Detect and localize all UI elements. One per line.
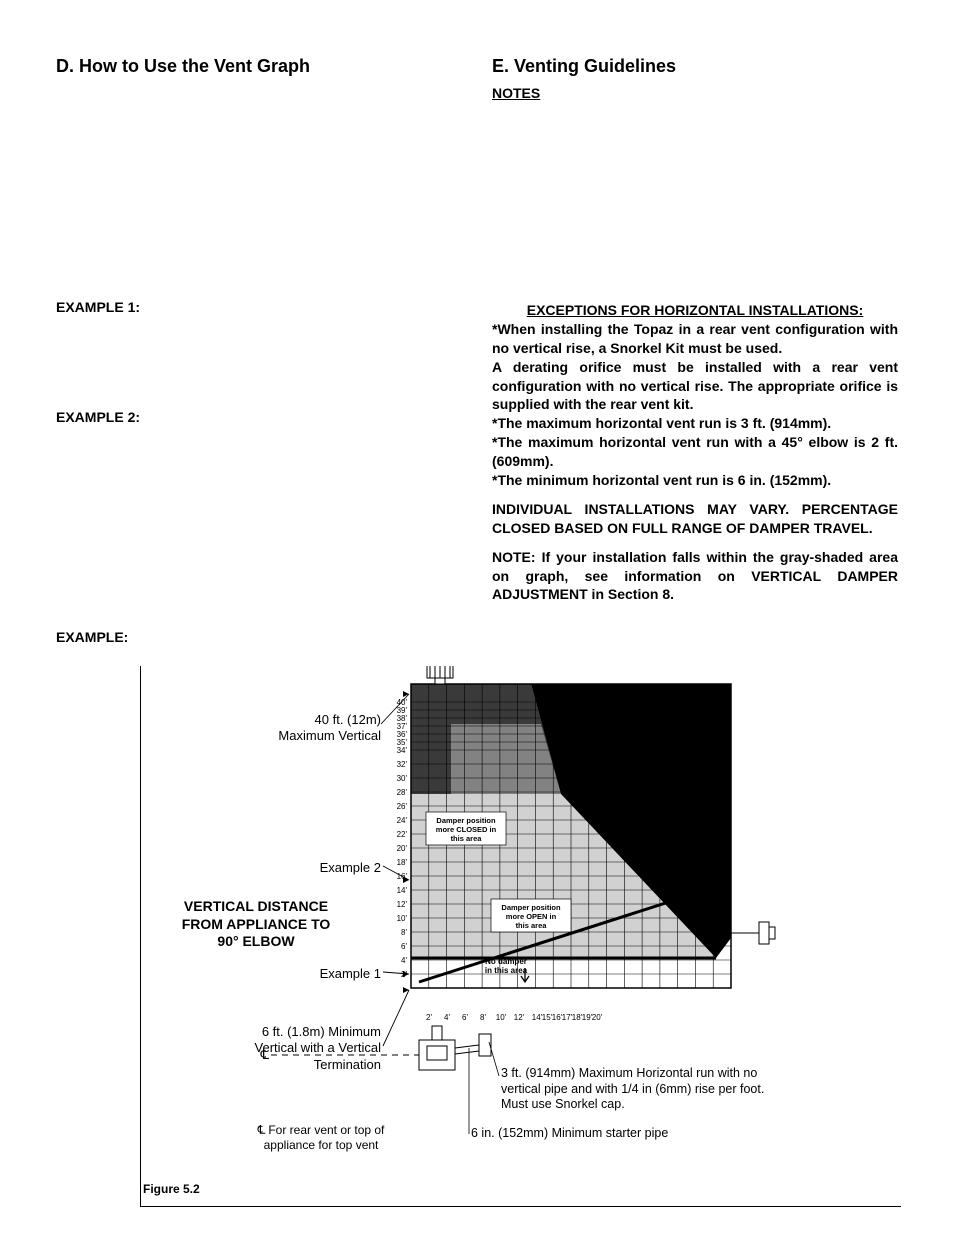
svg-text:Damper position: Damper position [436, 816, 496, 825]
example-2-label: EXAMPLE 2: [56, 409, 462, 425]
svg-text:12': 12' [514, 1013, 525, 1022]
svg-text:more CLOSED in: more CLOSED in [436, 825, 497, 834]
individual-note: INDIVIDUAL INSTALLATIONS MAY VARY. PERCE… [492, 500, 898, 538]
svg-text:6': 6' [401, 942, 407, 951]
figure-caption: Figure 5.2 [143, 1182, 200, 1196]
section-e-heading: E. Venting Guidelines [492, 56, 898, 77]
exception-line: *When installing the Topaz in a rear ven… [492, 320, 898, 358]
page: D. How to Use the Vent Graph EXAMPLE 1: … [0, 0, 954, 1235]
svg-text:26': 26' [397, 802, 408, 811]
figure-5-2: Figure 5.2 40 ft. (12m) Maximum Vertical… [140, 666, 901, 1207]
svg-text:28': 28' [397, 788, 408, 797]
svg-text:more OPEN in: more OPEN in [506, 912, 557, 921]
svg-text:6': 6' [462, 1013, 468, 1022]
svg-text:8': 8' [480, 1013, 486, 1022]
exception-line: *The minimum horizontal vent run is 6 in… [492, 471, 898, 490]
svg-text:34': 34' [397, 746, 408, 755]
svg-text:Damper position: Damper position [501, 903, 561, 912]
vent-graph: 40'39'38'37'36'35'34'32'30'28'26'24'22'2… [141, 666, 901, 1166]
svg-text:2': 2' [426, 1013, 432, 1022]
svg-text:10': 10' [496, 1013, 507, 1022]
example-1-label: EXAMPLE 1: [56, 299, 462, 315]
notes-heading: NOTES [492, 85, 898, 101]
right-column: E. Venting Guidelines NOTES EXCEPTIONS F… [492, 56, 898, 645]
svg-text:20': 20' [592, 1013, 603, 1022]
svg-text:22': 22' [397, 830, 408, 839]
svg-text:10': 10' [397, 914, 408, 923]
svg-text:in this area: in this area [485, 966, 528, 975]
exception-line: *The maximum horizontal vent run is 3 ft… [492, 414, 898, 433]
svg-text:this area: this area [516, 921, 548, 930]
two-column-layout: D. How to Use the Vent Graph EXAMPLE 1: … [56, 56, 898, 645]
exceptions-block: EXCEPTIONS FOR HORIZONTAL INSTALLATIONS:… [492, 301, 898, 490]
svg-text:12': 12' [397, 900, 408, 909]
svg-text:32': 32' [397, 760, 408, 769]
svg-text:4': 4' [444, 1013, 450, 1022]
svg-text:this area: this area [451, 834, 483, 843]
example-label: EXAMPLE: [56, 629, 462, 645]
svg-text:24': 24' [397, 816, 408, 825]
svg-text:20': 20' [397, 844, 408, 853]
svg-text:30': 30' [397, 774, 408, 783]
svg-text:℄: ℄ [260, 1047, 270, 1062]
left-column: D. How to Use the Vent Graph EXAMPLE 1: … [56, 56, 462, 645]
svg-text:18': 18' [397, 858, 408, 867]
exception-line: *The maximum horizontal vent run with a … [492, 433, 898, 471]
exceptions-heading: EXCEPTIONS FOR HORIZONTAL INSTALLATIONS: [527, 302, 864, 318]
svg-text:8': 8' [401, 928, 407, 937]
section-d-heading: D. How to Use the Vent Graph [56, 56, 462, 77]
svg-text:No damper: No damper [485, 957, 527, 966]
exception-line: A derating orifice must be installed wit… [492, 358, 898, 415]
svg-text:14': 14' [397, 886, 408, 895]
svg-text:4': 4' [401, 956, 407, 965]
damper-note: NOTE: If your installation falls within … [492, 548, 898, 605]
